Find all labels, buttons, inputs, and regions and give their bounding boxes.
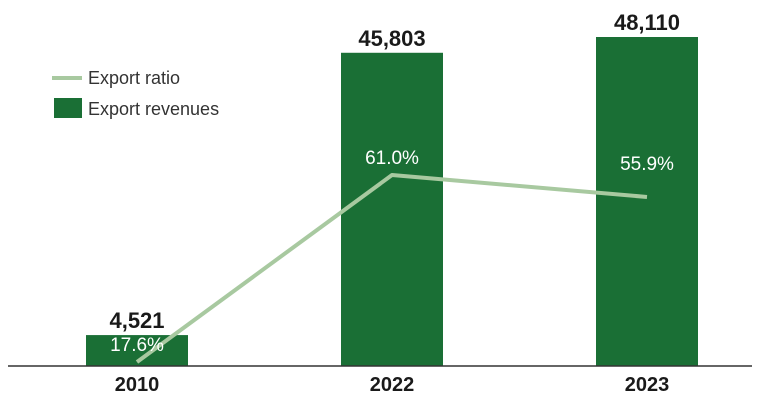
ratio-value-label-2023: 55.9% (620, 154, 674, 175)
line-layer (135, 173, 648, 364)
bar-value-label-2022: 45,803 (358, 26, 425, 51)
x-tick-label-2022: 2022 (370, 374, 415, 396)
legend-label-export-ratio: Export ratio (88, 68, 180, 88)
legend-bar-swatch (54, 98, 82, 118)
labels-layer: 4,521 45,803 48,110 17.6% 61.0% 55.9% 2010 2022… (109, 10, 680, 396)
x-tick-label-2023: 2023 (625, 374, 670, 396)
bar-value-label-2023: 48,110 (614, 10, 680, 35)
bars-layer (86, 37, 698, 367)
bar-value-label-2010: 4,521 (109, 308, 164, 333)
bar-2022 (341, 52, 443, 367)
legend: Export ratio Export revenues (52, 68, 219, 119)
x-tick-label-2010: 2010 (115, 374, 160, 396)
bar-2023 (596, 37, 698, 366)
ratio-value-label-2022: 61.0% (365, 148, 419, 169)
legend-label-export-revenues: Export revenues (88, 99, 219, 119)
ratio-value-label-2010: 17.6% (110, 335, 164, 356)
